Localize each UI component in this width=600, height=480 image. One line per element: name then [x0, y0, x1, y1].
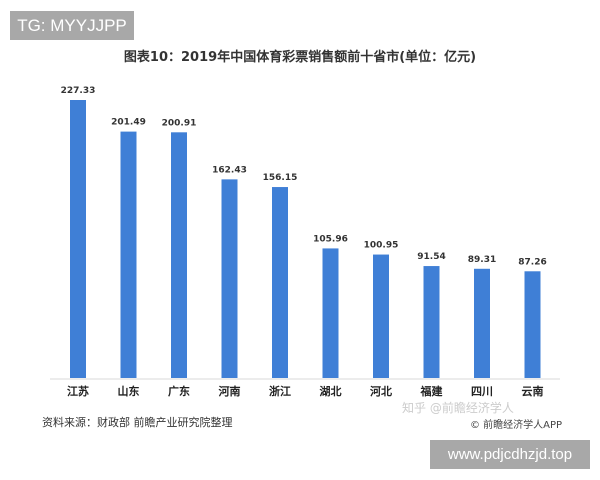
app-watermark: © 前瞻经济学人APP — [470, 420, 563, 431]
x-tick-label-5: 湖北 — [320, 384, 342, 398]
bottom-badge: www.pdjcdhzjd.top — [430, 440, 590, 469]
x-tick-label-8: 四川 — [471, 385, 493, 398]
data-label-7: 91.54 — [417, 252, 445, 262]
data-label-0: 227.33 — [61, 86, 96, 96]
data-label-8: 89.31 — [468, 255, 496, 265]
x-tick-label-4: 浙江 — [269, 384, 291, 398]
x-tick-label-2: 广东 — [168, 384, 190, 398]
data-label-2: 200.91 — [162, 118, 197, 128]
bar-4 — [272, 187, 288, 378]
chart-title: 图表10：2019年中国体育彩票销售额前十省市(单位：亿元) — [123, 50, 477, 65]
x-tick-label-3: 河南 — [219, 384, 241, 398]
data-label-3: 162.43 — [212, 165, 247, 175]
data-label-4: 156.15 — [263, 173, 298, 183]
data-label-5: 105.96 — [313, 234, 348, 244]
x-tick-label-6: 河北 — [370, 384, 392, 398]
x-tick-label-0: 江苏 — [67, 384, 89, 398]
source-note: 资料来源：财政部 前瞻产业研究院整理 — [42, 416, 233, 429]
top-badge: TG: MYYJJPP — [10, 11, 134, 40]
zhihu-watermark: 知乎 @前瞻经济学人 — [402, 401, 514, 415]
bar-6 — [373, 254, 389, 378]
bar-2 — [171, 132, 187, 378]
bar-0 — [70, 100, 86, 378]
bar-3 — [221, 179, 238, 378]
x-tick-label-7: 福建 — [420, 384, 444, 398]
bar-9 — [524, 271, 541, 378]
bar-7 — [423, 266, 440, 378]
bar-8 — [474, 268, 490, 378]
bar-5 — [322, 248, 339, 378]
x-tick-label-9: 云南 — [522, 384, 544, 398]
data-label-9: 87.26 — [518, 257, 546, 267]
data-label-1: 201.49 — [111, 118, 146, 128]
bar-1 — [120, 131, 137, 378]
data-label-6: 100.95 — [364, 241, 399, 251]
x-tick-label-1: 山东 — [118, 384, 140, 398]
